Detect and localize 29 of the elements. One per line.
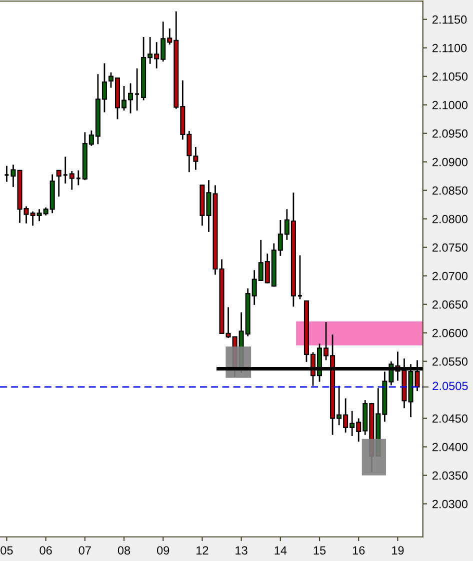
ref-line-label: 2.0505 — [432, 382, 468, 390]
y-tick-label: 2.0350 — [432, 471, 468, 480]
x-tick-label: 12 — [196, 546, 208, 554]
x-tick-label: 08 — [118, 546, 130, 555]
y-tick-label: 2.0750 — [432, 243, 468, 252]
y-tick-label: 2.0900 — [432, 158, 468, 166]
y-tick-label: 2.1000 — [432, 100, 468, 110]
y-tick-label: 2.1050 — [432, 72, 468, 81]
y-tick-label: 2.0700 — [432, 272, 468, 280]
x-tick-label: 05 — [0, 546, 13, 555]
x-tick-label: 13 — [236, 546, 248, 555]
x-tick-label: 07 — [78, 546, 91, 555]
y-tick-label: 2.0950 — [432, 129, 468, 138]
y-tick-label: 2.0800 — [432, 214, 468, 224]
y-tick-label: 2.1100 — [432, 44, 467, 52]
y-tick-label: 2.0600 — [432, 328, 468, 338]
y-tick-label: 2.0450 — [432, 414, 468, 423]
x-tick-label: 09 — [157, 546, 170, 555]
x-tick-label: 15 — [314, 546, 326, 555]
y-tick-label: 2.0400 — [432, 442, 468, 452]
x-tick-label: 14 — [274, 546, 287, 554]
x-tick-label: 06 — [40, 546, 52, 555]
x-tick-label: 19 — [392, 546, 404, 555]
y-tick-label: 2.1150 — [432, 15, 467, 24]
x-tick-label: 16 — [352, 546, 365, 555]
y-tick-label: 2.0650 — [432, 300, 468, 309]
y-tick-label: 2.0300 — [432, 500, 468, 508]
y-tick-label: 2.0850 — [432, 186, 468, 195]
y-tick-label: 2.0550 — [432, 357, 468, 366]
